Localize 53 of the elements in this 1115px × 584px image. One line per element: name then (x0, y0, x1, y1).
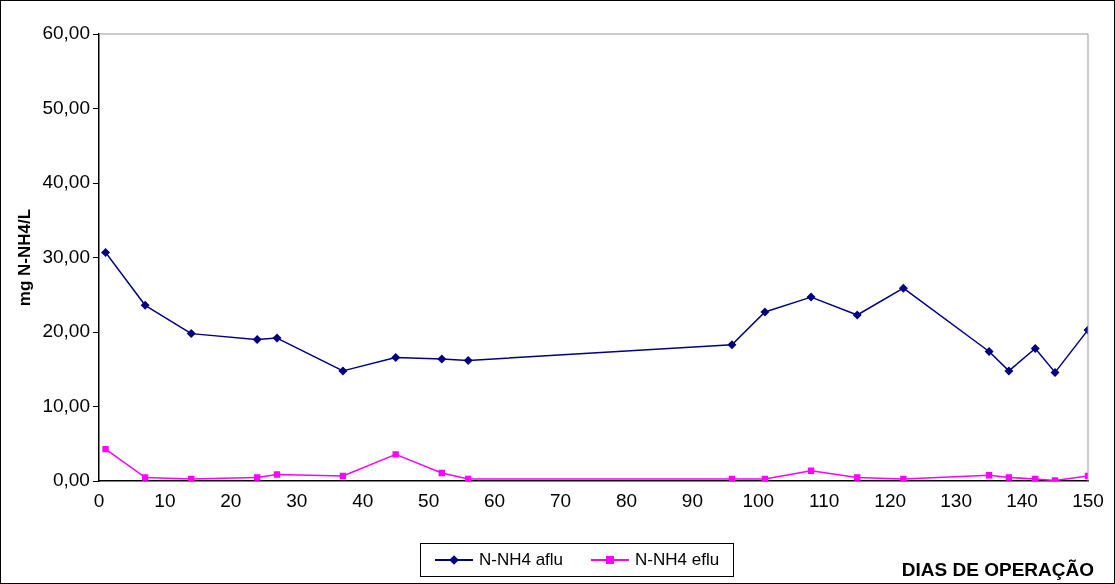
x-tick-label: 130 (940, 489, 972, 511)
y-tick-label: 50,00 (42, 96, 90, 118)
point (254, 474, 261, 481)
x-tick-label: 120 (874, 489, 907, 511)
point (186, 329, 196, 339)
x-axis-title: DIAS DE OPERAÇÃO (901, 559, 1094, 581)
point (437, 354, 447, 364)
y-tick-label: 60,00 (42, 22, 90, 44)
y-axis-title: mg N-NH4/L (14, 208, 34, 307)
point (900, 475, 907, 482)
point (338, 366, 348, 376)
x-tick-label: 110 (809, 489, 840, 511)
point (252, 335, 262, 345)
x-tick-label: 40 (352, 489, 374, 511)
point (852, 310, 862, 320)
x-tick-label: 150 (1072, 489, 1104, 511)
x-tick-label: 140 (1006, 489, 1038, 511)
point (102, 445, 109, 453)
x-tick-label: 20 (220, 489, 242, 511)
point (898, 283, 908, 293)
point (984, 347, 994, 357)
point (806, 292, 816, 302)
point (1030, 344, 1040, 354)
legend-label: N-NH4 eflu (635, 550, 720, 570)
point (760, 307, 770, 317)
y-tick-label: 10,00 (42, 394, 90, 416)
y-tick-label: 20,00 (42, 320, 90, 342)
point (272, 333, 282, 343)
x-tick-label: 70 (549, 489, 572, 511)
x-tick-label: 60 (484, 489, 506, 511)
point (1005, 474, 1013, 481)
y-tick-label: 30,00 (42, 245, 90, 267)
point (1004, 366, 1014, 376)
x-tick-label: 0 (93, 489, 105, 511)
point (463, 355, 473, 365)
x-tick-label: 80 (615, 489, 638, 511)
y-tick-label: 40,00 (42, 171, 90, 193)
point (273, 471, 281, 478)
point (101, 247, 111, 257)
point (1050, 367, 1060, 377)
y-tick-label: 0,00 (52, 469, 90, 491)
point (392, 451, 399, 458)
x-tick-label: 100 (742, 489, 775, 511)
point (141, 474, 149, 481)
point (854, 474, 861, 481)
point (391, 352, 401, 362)
x-tick-label: 50 (418, 489, 440, 511)
x-tick-label: 90 (681, 489, 703, 511)
x-tick-label: 30 (286, 489, 308, 511)
legend-label: N-NH4 aflu (479, 550, 564, 570)
point (140, 300, 150, 310)
x-tick-label: 10 (154, 489, 176, 511)
point (727, 340, 737, 350)
